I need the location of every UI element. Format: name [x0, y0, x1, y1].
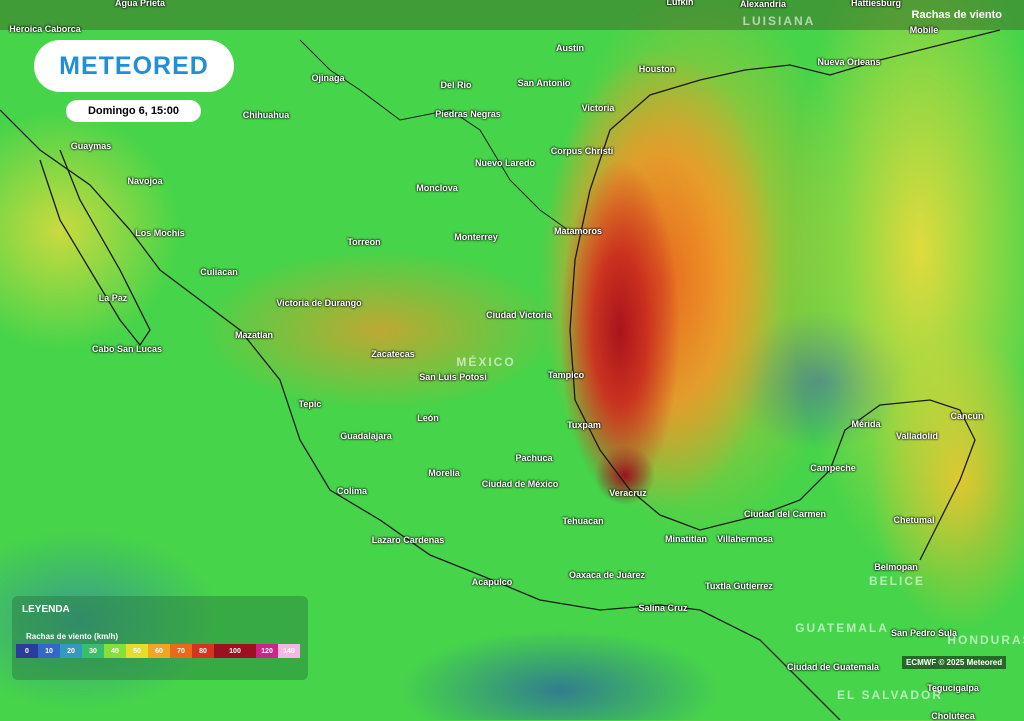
place-label: Guaymas	[70, 141, 112, 151]
layer-name[interactable]: Rachas de viento	[911, 9, 1002, 21]
place-label: Valladolid	[895, 431, 939, 441]
place-label: Tehuacan	[562, 516, 604, 526]
place-label: Austin	[556, 43, 584, 53]
place-label: MÉXICO	[456, 355, 516, 369]
legend-step: 140	[278, 644, 300, 658]
place-label: San Antonio	[517, 78, 571, 88]
place-label: Campeche	[810, 463, 856, 473]
place-label: Oaxaca de Juárez	[568, 570, 646, 580]
place-label: Matamoros	[553, 226, 603, 236]
place-label: Los Mochis	[135, 228, 185, 238]
place-label: Victoria	[581, 103, 615, 113]
place-label: Culiacan	[200, 267, 238, 277]
place-label: EL SALVADOR	[836, 688, 944, 702]
place-label: Alexandria	[739, 0, 787, 9]
place-label: Choluteca	[931, 711, 975, 721]
place-label: Mérida	[851, 419, 881, 429]
legend-step: 20	[60, 644, 82, 658]
legend-step: 100	[214, 644, 256, 658]
place-label: Belmopan	[874, 562, 918, 572]
place-label: La Paz	[98, 293, 128, 303]
legend-step: 60	[148, 644, 170, 658]
place-label: Cancún	[950, 411, 984, 421]
place-label: Houston	[638, 64, 676, 74]
legend-step: 80	[192, 644, 214, 658]
top-bar	[0, 0, 1024, 30]
place-label: Lazaro Cardenas	[371, 535, 445, 545]
place-label: Tepic	[298, 399, 322, 409]
place-label: Tampico	[547, 370, 585, 380]
legend: LEYENDA Rachas de viento (km/h) 0 10 20 30 4…	[12, 596, 308, 680]
place-label: San Pedro Sula	[890, 628, 958, 638]
place-label: Guadalajara	[340, 431, 392, 441]
place-label: Piedras Negras	[435, 109, 501, 119]
place-label: Mobile	[909, 25, 939, 35]
credit: ECMWF © 2025 Meteored	[902, 656, 1007, 669]
place-label: Corpus Christi	[550, 146, 614, 156]
legend-step: 30	[82, 644, 104, 658]
place-label: Chihuahua	[242, 110, 290, 120]
place-label: Zacatecas	[371, 349, 415, 359]
place-label: Agua Prieta	[114, 0, 166, 8]
place-label: Torreon	[347, 237, 381, 247]
place-label: Ciudad de Guatemala	[786, 662, 880, 672]
place-label: Cabo San Lucas	[91, 344, 163, 354]
legend-step: 70	[170, 644, 192, 658]
place-label: Monclova	[416, 183, 458, 193]
legend-step: 40	[104, 644, 126, 658]
place-label: Villahermosa	[717, 534, 773, 544]
place-label: HONDURAS	[947, 633, 1024, 647]
place-label: Victoria de Durango	[276, 298, 362, 308]
place-label: Heroica Caborca	[9, 24, 81, 34]
place-label: Ciudad Victoria	[486, 310, 552, 320]
place-label: Colima	[336, 486, 368, 496]
place-label: Salina Cruz	[638, 603, 688, 613]
legend-subtitle: Rachas de viento (km/h)	[26, 632, 119, 641]
place-label: GUATEMALA	[795, 621, 889, 635]
place-label: Acapulco	[471, 577, 513, 587]
place-label: Monterrey	[454, 232, 498, 242]
legend-step: 120	[256, 644, 278, 658]
place-label: Chetumal	[893, 515, 935, 525]
legend-step: 0	[16, 644, 38, 658]
logo[interactable]: METEORED	[34, 40, 234, 92]
place-label: Nuevo Laredo	[474, 158, 536, 168]
place-label: Tegucigalpa	[927, 683, 979, 693]
place-label: Veracruz	[609, 488, 647, 498]
place-label: Hattiesburg	[850, 0, 902, 8]
place-label: Tuxpam	[567, 420, 601, 430]
place-label: Del Rio	[440, 80, 472, 90]
place-label: Morelia	[428, 468, 460, 478]
legend-title: LEYENDA	[22, 604, 70, 615]
place-label: Ojinaga	[311, 73, 345, 83]
place-label: Ciudad del Carmen	[743, 509, 827, 519]
place-label: Navojoa	[127, 176, 163, 186]
place-label: Mazatlan	[234, 330, 274, 340]
place-label: Tuxtla Gutierrez	[705, 581, 773, 591]
legend-step: 50	[126, 644, 148, 658]
legend-step: 10	[38, 644, 60, 658]
legend-scale: 0 10 20 30 40 50 60 70 80 100 120 140	[16, 644, 300, 658]
forecast-time[interactable]: Domingo 6, 15:00	[66, 100, 201, 122]
place-label: San Luis Potosi	[419, 372, 487, 382]
place-label: León	[417, 413, 439, 423]
place-label: Ciudad de México	[481, 479, 559, 489]
place-label: BELICE	[868, 574, 926, 588]
place-label: Lufkin	[666, 0, 694, 7]
place-label: Nueva Orleans	[817, 57, 881, 67]
place-label: Pachuca	[515, 453, 553, 463]
place-label: LUISIANA	[742, 14, 816, 28]
place-label: Minatitlan	[665, 534, 707, 544]
